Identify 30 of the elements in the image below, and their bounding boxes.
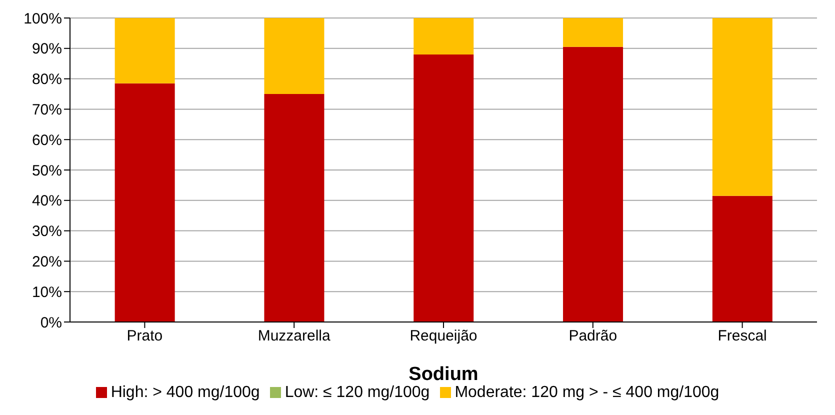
y-tick-label: 90%	[32, 40, 62, 58]
bar	[114, 83, 175, 322]
y-tick-label: 0%	[40, 314, 62, 332]
y-tick-label: 10%	[32, 284, 62, 301]
x-tick-label: Padrão	[568, 328, 618, 345]
bar	[264, 94, 324, 322]
bar	[563, 46, 624, 322]
y-tick-label: 60%	[32, 132, 62, 149]
bar	[414, 54, 474, 322]
y-tick-label: 50%	[32, 162, 62, 180]
bar	[712, 196, 772, 322]
bar	[114, 18, 175, 84]
x-tick-label: Requeijão	[410, 328, 478, 345]
bar	[414, 18, 474, 54]
bar	[712, 18, 772, 196]
y-tick-label: 30%	[32, 223, 62, 240]
legend-label: Low: ≤ 120 mg/100g	[284, 384, 430, 401]
bar	[264, 18, 324, 94]
legend-label: High: > 400 mg/100g	[110, 384, 260, 401]
legend-label: Moderate: 120 mg > - ≤ 400 mg/100g	[454, 384, 720, 401]
bar	[563, 18, 624, 47]
y-tick-label: 100%	[24, 10, 62, 28]
y-tick-label: 20%	[32, 254, 62, 271]
x-tick-label: Frescal	[718, 328, 767, 345]
y-tick-label: 40%	[32, 192, 62, 210]
y-tick-label: 70%	[32, 102, 62, 119]
y-tick-label: 80%	[32, 71, 62, 88]
x-tick-label: Muzzarella	[258, 328, 332, 345]
x-axis-title: Sodium	[408, 364, 478, 385]
x-tick-label: Prato	[126, 328, 163, 345]
